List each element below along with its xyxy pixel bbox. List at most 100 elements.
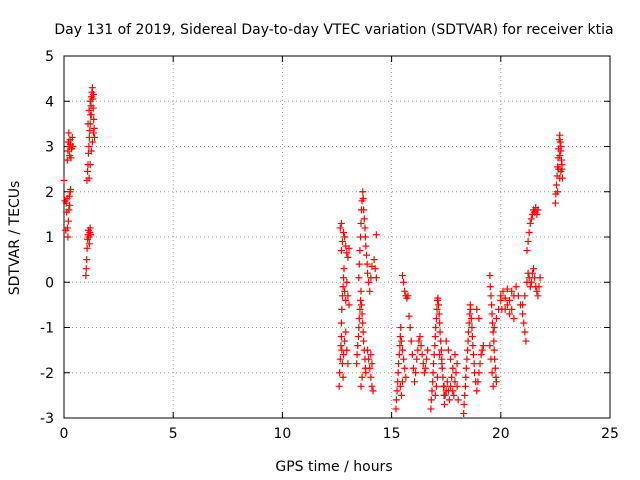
data-point (86, 161, 94, 169)
data-point (337, 219, 345, 227)
data-point (364, 269, 372, 277)
data-point (82, 265, 90, 273)
data-point (487, 292, 495, 300)
data-point (428, 387, 436, 395)
data-point (355, 260, 363, 268)
data-point (357, 301, 365, 309)
data-point (85, 174, 93, 182)
data-point (451, 378, 459, 386)
data-point (427, 396, 435, 404)
data-point (461, 391, 469, 399)
data-point (530, 265, 538, 273)
data-point (394, 369, 402, 377)
data-point (353, 360, 361, 368)
data-point (558, 161, 566, 169)
data-point (64, 233, 72, 241)
data-point (337, 342, 345, 350)
data-point (364, 346, 372, 354)
data-point (359, 319, 367, 327)
data-point (360, 215, 368, 223)
data-point (533, 210, 541, 218)
data-point (344, 253, 352, 261)
data-point (91, 133, 99, 141)
data-point (479, 342, 487, 350)
data-point (393, 387, 401, 395)
data-point (365, 355, 373, 363)
data-point (90, 115, 98, 123)
data-point (519, 301, 527, 309)
y-tick-label: 2 (45, 185, 54, 201)
data-point (417, 342, 425, 350)
data-point (449, 364, 457, 372)
data-point (359, 328, 367, 336)
axis-ticks: 0 5 10 15 20 25 -3 -2 -1 0 1 2 3 4 5 (40, 49, 619, 442)
data-point (338, 305, 346, 313)
x-tick-label: 25 (601, 426, 619, 442)
data-point (527, 215, 535, 223)
data-point (453, 360, 461, 368)
data-point (340, 265, 348, 273)
y-tick-label: 0 (45, 275, 54, 291)
data-point (365, 278, 373, 286)
data-point (366, 364, 374, 372)
data-point (336, 224, 344, 232)
data-point (468, 324, 476, 331)
data-point (90, 124, 98, 132)
data-point (431, 342, 439, 350)
data-point (473, 305, 481, 313)
data-point (440, 400, 448, 408)
data-point (556, 138, 564, 146)
data-point (490, 337, 498, 345)
data-point (357, 382, 365, 390)
data-point (474, 378, 482, 386)
chart-title: Day 131 of 2019, Sidereal Day-to-day VTE… (54, 22, 613, 38)
data-point (69, 143, 77, 150)
data-point (401, 364, 409, 372)
data-point (89, 104, 97, 112)
data-point (397, 337, 405, 345)
data-point (340, 228, 348, 236)
data-point (411, 378, 419, 386)
data-point (84, 167, 92, 175)
data-point (508, 287, 516, 295)
data-point (353, 351, 361, 359)
data-point (362, 242, 370, 250)
data-point (489, 319, 497, 327)
data-point (396, 382, 404, 390)
data-point (534, 292, 542, 300)
data-point (464, 337, 472, 345)
data-point (405, 312, 413, 320)
data-point (443, 378, 451, 386)
data-point (86, 224, 94, 232)
data-point (435, 310, 443, 318)
data-point (510, 314, 518, 322)
data-point (440, 382, 448, 390)
data-point (454, 396, 462, 404)
data-point (85, 143, 93, 150)
data-point (357, 219, 365, 227)
data-point (392, 405, 400, 413)
data-point (87, 111, 95, 119)
data-point (371, 265, 379, 273)
data-point (521, 328, 529, 336)
x-tick-label: 0 (60, 426, 69, 442)
data-point (432, 382, 440, 390)
data-point (366, 287, 374, 295)
data-point (344, 292, 352, 300)
data-point (407, 337, 415, 345)
data-point (67, 154, 75, 162)
data-point (339, 283, 347, 291)
data-point (358, 310, 366, 318)
data-point (429, 378, 437, 386)
data-point (421, 364, 429, 372)
data-point (420, 369, 428, 377)
data-point (490, 324, 498, 331)
data-point (486, 271, 494, 279)
data-point (466, 310, 474, 318)
data-point (467, 305, 475, 313)
data-point (477, 351, 485, 359)
data-point (341, 337, 349, 345)
data-point (369, 387, 377, 395)
data-point (396, 333, 404, 341)
data-point (395, 351, 403, 359)
